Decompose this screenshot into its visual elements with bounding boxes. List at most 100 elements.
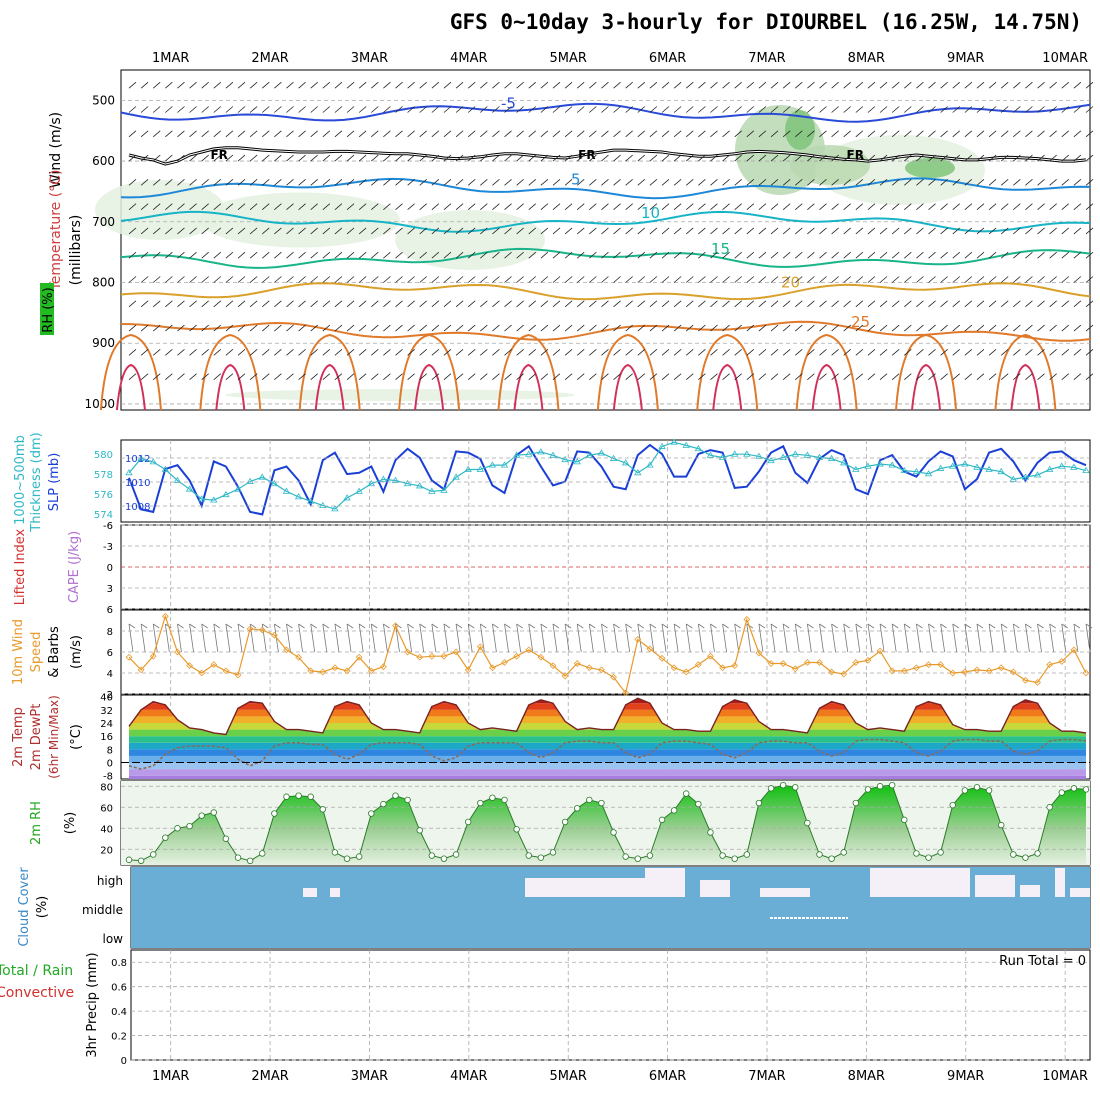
thickness-point <box>476 465 485 472</box>
lifted-tick-label: -3 <box>103 542 113 553</box>
wind-barb <box>649 251 658 259</box>
thickness-point <box>706 451 715 458</box>
wind-barb <box>710 251 718 259</box>
wind-barb <box>891 179 900 186</box>
wind-barb <box>1025 130 1033 138</box>
wind-axis-label-d: (m/s) <box>69 635 84 669</box>
wind-barb <box>698 130 706 138</box>
wind-barb <box>601 251 609 259</box>
wind-barb <box>298 81 306 89</box>
wind-barb <box>274 349 282 356</box>
wind-barb <box>685 203 694 210</box>
wind-barb <box>443 324 452 332</box>
wind-barb <box>1061 227 1070 235</box>
wind-barb-flag <box>770 623 778 629</box>
wind-barb <box>274 251 282 259</box>
wind-barb <box>189 373 197 380</box>
wind-barb-flag <box>346 623 354 629</box>
wind-barb <box>746 349 755 356</box>
wind-barb <box>395 179 403 186</box>
wind-barb <box>249 349 258 356</box>
wind-barb <box>358 349 367 356</box>
thickness-point <box>658 442 666 449</box>
wind-barb <box>1013 227 1021 235</box>
temperature-contour <box>120 210 1091 233</box>
wind-speed-point <box>295 653 302 661</box>
wind-barb <box>564 349 573 356</box>
wind-barb-10m <box>298 623 303 653</box>
wind-barb <box>492 130 500 138</box>
wind-barb <box>867 251 876 259</box>
wind-barb <box>637 203 646 210</box>
thickness-point <box>416 482 424 489</box>
wind-barb <box>637 373 646 380</box>
wind-speed-point <box>137 666 145 674</box>
wind-barb <box>261 179 270 186</box>
wind-barb-flag <box>891 623 899 629</box>
wind-barb <box>152 227 161 235</box>
cloud-axis-label-b: (%) <box>35 896 50 919</box>
wind-barb <box>237 81 246 89</box>
pressure-tick-label: 1000 <box>84 397 115 411</box>
wind-barb <box>480 179 488 186</box>
wind-barb <box>492 179 500 186</box>
upper-axis-label-temp: Temperature (°C) <box>48 170 64 292</box>
thickness-point <box>222 490 230 498</box>
wind-barb <box>165 81 173 89</box>
wind-speed-point <box>961 668 969 676</box>
wind-barb <box>1061 106 1070 113</box>
rh-shading <box>785 110 815 150</box>
wind-barb <box>770 276 779 283</box>
wind-barb <box>1000 276 1009 283</box>
wind-speed-point <box>174 648 181 656</box>
wind-barb <box>976 154 985 162</box>
wind-barb <box>904 227 912 235</box>
rh-point <box>1082 786 1090 793</box>
wind-barb <box>928 300 936 308</box>
wind-barb <box>831 227 839 235</box>
wind-barb <box>685 300 694 308</box>
wind-barb <box>383 179 391 186</box>
wind-barb-10m <box>1085 623 1091 653</box>
wind-speed-point <box>1034 679 1041 686</box>
wind-barb <box>819 349 827 356</box>
wind-barb <box>371 203 379 210</box>
wind-barb <box>492 81 500 89</box>
thickness-point <box>210 496 218 503</box>
wind-barb <box>1000 227 1009 235</box>
wind-barb <box>213 300 222 308</box>
wind-barb <box>165 130 173 138</box>
thickness-point <box>452 473 460 480</box>
wind-barb <box>540 349 549 356</box>
cloud-clear-gap <box>1070 888 1090 897</box>
upper-axis-label-wind: Wind (m/s) <box>48 112 64 188</box>
wind-barb <box>637 81 646 89</box>
wind-barb <box>637 349 646 356</box>
wind-barb <box>516 276 524 283</box>
rh-point <box>792 784 799 791</box>
wind-barb <box>443 227 452 235</box>
wind-barb <box>504 81 512 89</box>
thickness-point <box>985 465 993 472</box>
wind-barb <box>698 227 706 235</box>
wind-barb-10m <box>685 623 691 653</box>
rh-point <box>925 854 932 861</box>
wind-speed-point <box>489 664 496 672</box>
wind-barb <box>855 106 864 113</box>
wind-barb <box>988 349 997 356</box>
wind-barb <box>407 81 415 89</box>
wind-barb <box>576 373 585 380</box>
wind-barb <box>940 179 948 186</box>
wind-barb-flag <box>625 623 632 629</box>
surface-heat-contour <box>712 363 743 411</box>
wind-barb <box>746 251 755 259</box>
wind-barb <box>346 203 355 210</box>
rh-point <box>767 785 775 792</box>
wind-speed-point <box>379 663 387 671</box>
wind-barb <box>855 324 864 332</box>
wind-barb-10m <box>819 623 824 653</box>
wind-barb <box>661 179 670 186</box>
rh-point <box>440 855 448 862</box>
wind-barb <box>189 227 197 235</box>
